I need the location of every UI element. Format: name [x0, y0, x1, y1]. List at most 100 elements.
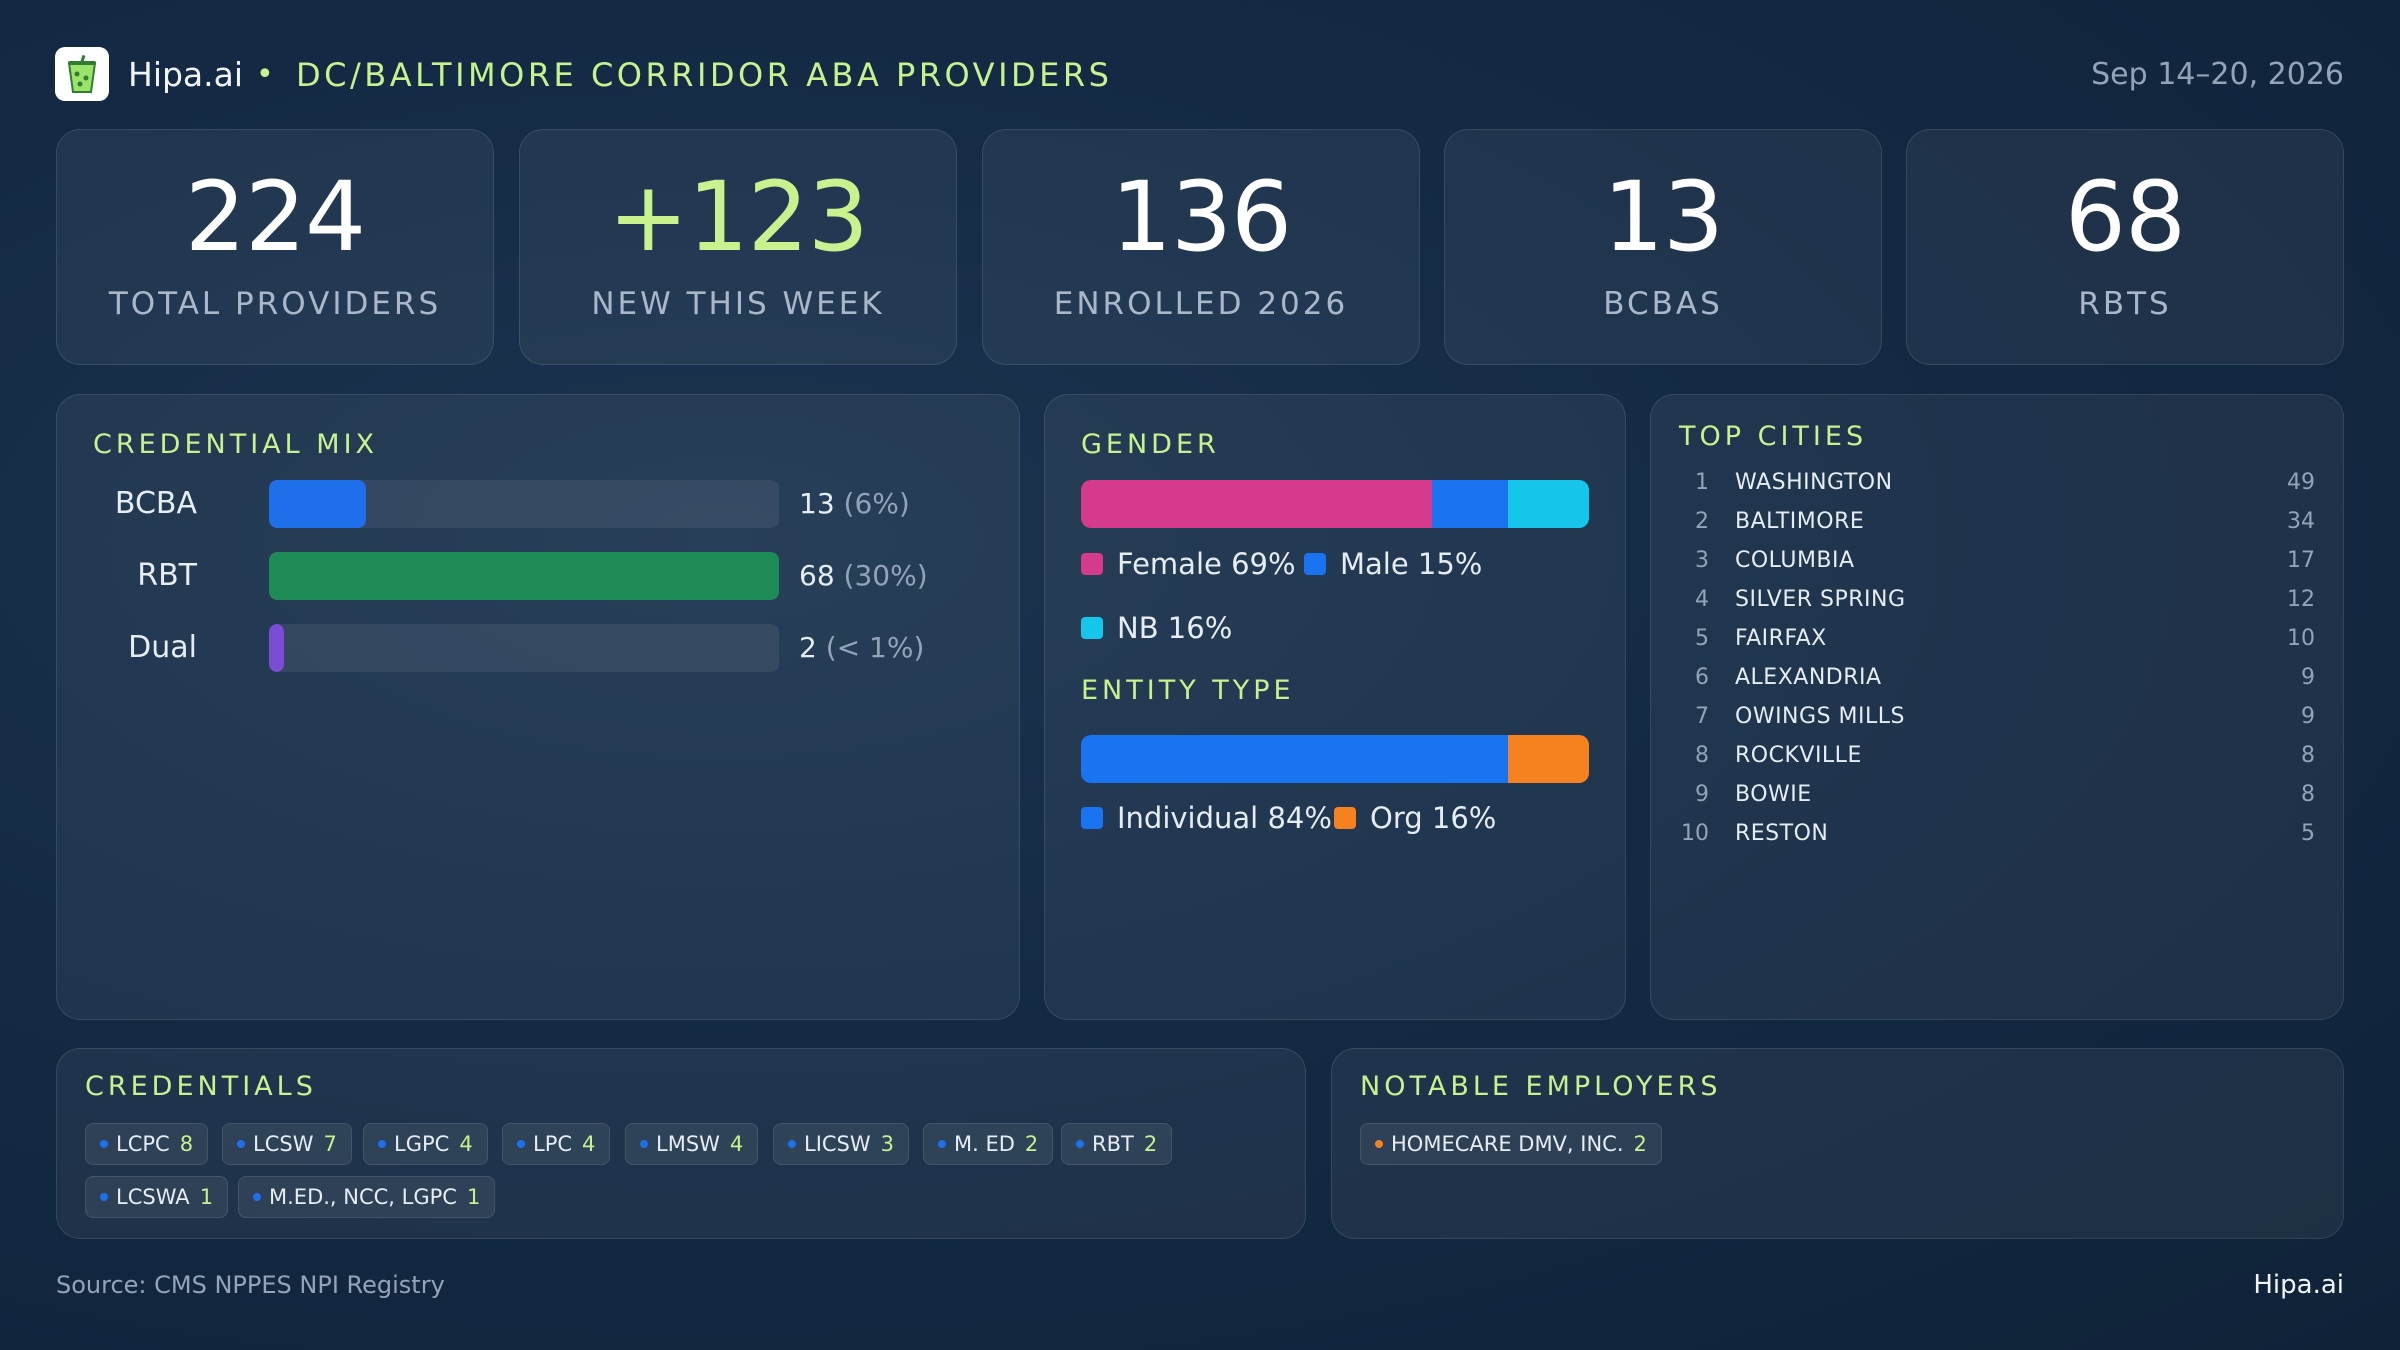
list-item: 3 COLUMBIA 17	[1669, 541, 2343, 580]
city-name: RESTON	[1735, 821, 1829, 846]
chip-dot	[100, 1140, 108, 1148]
chip-label: LMSW	[656, 1132, 720, 1156]
city-name: ALEXANDRIA	[1735, 665, 1882, 690]
stat-label: NEW THIS WEEK	[591, 286, 885, 322]
city-name: ROCKVILLE	[1735, 743, 1862, 768]
stat-card-rbts: 68 RBTS	[1906, 129, 2344, 365]
stat-label: BCBAS	[1603, 286, 1723, 322]
gender-segment-nb	[1507, 480, 1589, 528]
city-rank: 5	[1695, 626, 1709, 651]
notable-employers-panel: NOTABLE EMPLOYERS HOMECARE DMV, INC. 2	[1331, 1048, 2344, 1239]
stat-card-new-this-week: +123 NEW THIS WEEK	[519, 129, 957, 365]
city-name: OWINGS MILLS	[1735, 704, 1905, 729]
credentials-title: CREDENTIALS	[85, 1071, 317, 1102]
chip-label: LICSW	[804, 1132, 871, 1156]
legend-swatch	[1081, 617, 1103, 639]
list-item: 7 OWINGS MILLS 9	[1669, 697, 2343, 736]
entity-type-title: ENTITY TYPE	[1081, 675, 1295, 706]
list-item: 10 RESTON 5	[1669, 814, 2343, 853]
stat-card-bcbas: 13 BCBAS	[1444, 129, 1882, 365]
credential-mix-bar-rbt	[269, 552, 779, 600]
city-rank: 1	[1695, 470, 1709, 495]
credential-chip: LCPC 8	[85, 1123, 209, 1165]
city-rank: 9	[1695, 782, 1709, 807]
gender-legend-female: Female 69%	[1081, 544, 1296, 584]
entity-type-stacked-bar	[1081, 735, 1589, 783]
entity-segment-individual	[1081, 735, 1508, 783]
legend-label: Individual 84%	[1117, 801, 1332, 835]
city-count: 17	[2287, 548, 2315, 573]
city-name: WASHINGTON	[1735, 470, 1893, 495]
legend-label: NB 16%	[1117, 611, 1233, 645]
credential-mix-bar-bcba	[269, 480, 366, 528]
credential-mix-title: CREDENTIAL MIX	[93, 429, 379, 460]
city-rank: 2	[1695, 509, 1709, 534]
chip-count: 2	[1024, 1132, 1039, 1156]
credential-mix-count: 2	[799, 631, 817, 664]
credential-mix-pct: (< 1%)	[825, 631, 925, 664]
city-count: 9	[2301, 665, 2315, 690]
chip-dot	[100, 1193, 108, 1201]
credential-mix-track-bcba	[269, 480, 779, 528]
list-item: 6 ALEXANDRIA 9	[1669, 658, 2343, 697]
employer-chip: HOMECARE DMV, INC. 2	[1360, 1123, 1662, 1165]
chip-count: 4	[582, 1132, 596, 1156]
chip-count: 4	[459, 1132, 473, 1156]
chip-count: 8	[179, 1132, 194, 1156]
city-count: 9	[2301, 704, 2315, 729]
chip-dot	[517, 1140, 525, 1148]
stat-value: +123	[608, 161, 869, 273]
credential-mix-value-dual: 2 (< 1%)	[799, 624, 924, 672]
city-name: BOWIE	[1735, 782, 1812, 807]
title-separator: •	[256, 57, 274, 92]
gender-segment-female	[1081, 480, 1432, 528]
stat-card-enrolled-2026: 136 ENROLLED 2026	[982, 129, 1420, 365]
list-item: 9 BOWIE 8	[1669, 775, 2343, 814]
footer-brand: Hipa.ai	[2253, 1270, 2344, 1300]
legend-label: Male 15%	[1340, 547, 1483, 581]
stat-value: 136	[1110, 161, 1292, 273]
chip-count: 3	[880, 1132, 895, 1156]
credential-chip: LCSWA 1	[85, 1176, 229, 1218]
stat-value: 13	[1602, 161, 1724, 273]
list-item: 4 SILVER SPRING 12	[1669, 580, 2343, 619]
credential-mix-label-dual: Dual	[128, 630, 197, 665]
stat-value: 68	[2064, 161, 2186, 273]
top-cities-list: 1 WASHINGTON 4 9 2 BALTIMORE 34 3 COLUMBI…	[1669, 463, 2343, 863]
credential-chip: LMSW 4	[625, 1123, 759, 1165]
credential-mix-track-dual	[269, 624, 779, 672]
legend-label: Org 16%	[1370, 801, 1497, 835]
credential-mix-pct: (6%)	[843, 487, 910, 520]
city-name: BALTIMORE	[1735, 509, 1865, 534]
stat-label: ENROLLED 2026	[1053, 286, 1349, 322]
chip-count: 4	[729, 1132, 744, 1156]
city-count: 34	[2287, 509, 2315, 534]
credential-mix-count: 13	[799, 487, 835, 520]
chip-count: 2	[1143, 1132, 1158, 1156]
chip-count: 1	[466, 1185, 481, 1209]
city-count: 12	[2287, 587, 2315, 612]
city-rank: 10	[1681, 821, 1709, 846]
list-item: 5 FAIRFAX 10	[1669, 619, 2343, 658]
gender-legend-male: Male 15%	[1304, 544, 1482, 584]
city-name: FAIRFAX	[1735, 626, 1827, 651]
legend-swatch	[1081, 807, 1103, 829]
entity-legend-individual: Individual 84%	[1081, 798, 1332, 838]
city-rank: 7	[1695, 704, 1709, 729]
gender-entity-panel: GENDER Female 69% Male 15% NB 16% ENTITY…	[1044, 394, 1626, 1020]
chip-label: LCSW	[253, 1132, 314, 1156]
credential-chip: LGPC 4	[363, 1123, 488, 1165]
chip-label: LCSWA	[116, 1185, 190, 1209]
stat-value: 224	[184, 161, 366, 273]
city-count: 5	[2301, 821, 2315, 846]
chip-count: 7	[323, 1132, 337, 1156]
credential-mix-value-rbt: 68 (30%)	[799, 552, 928, 600]
credential-chip: LCSW 7	[222, 1123, 352, 1165]
chip-label: HOMECARE DMV, INC.	[1391, 1132, 1624, 1156]
city-count: 8	[2301, 782, 2315, 807]
entity-legend-org: Org 16%	[1334, 798, 1496, 838]
credential-chip: M.ED., NCC, LGPC 1	[238, 1176, 496, 1218]
credential-chip: M. ED 2	[923, 1123, 1054, 1165]
chip-label: LPC	[533, 1132, 573, 1156]
city-rank: 4	[1695, 587, 1709, 612]
